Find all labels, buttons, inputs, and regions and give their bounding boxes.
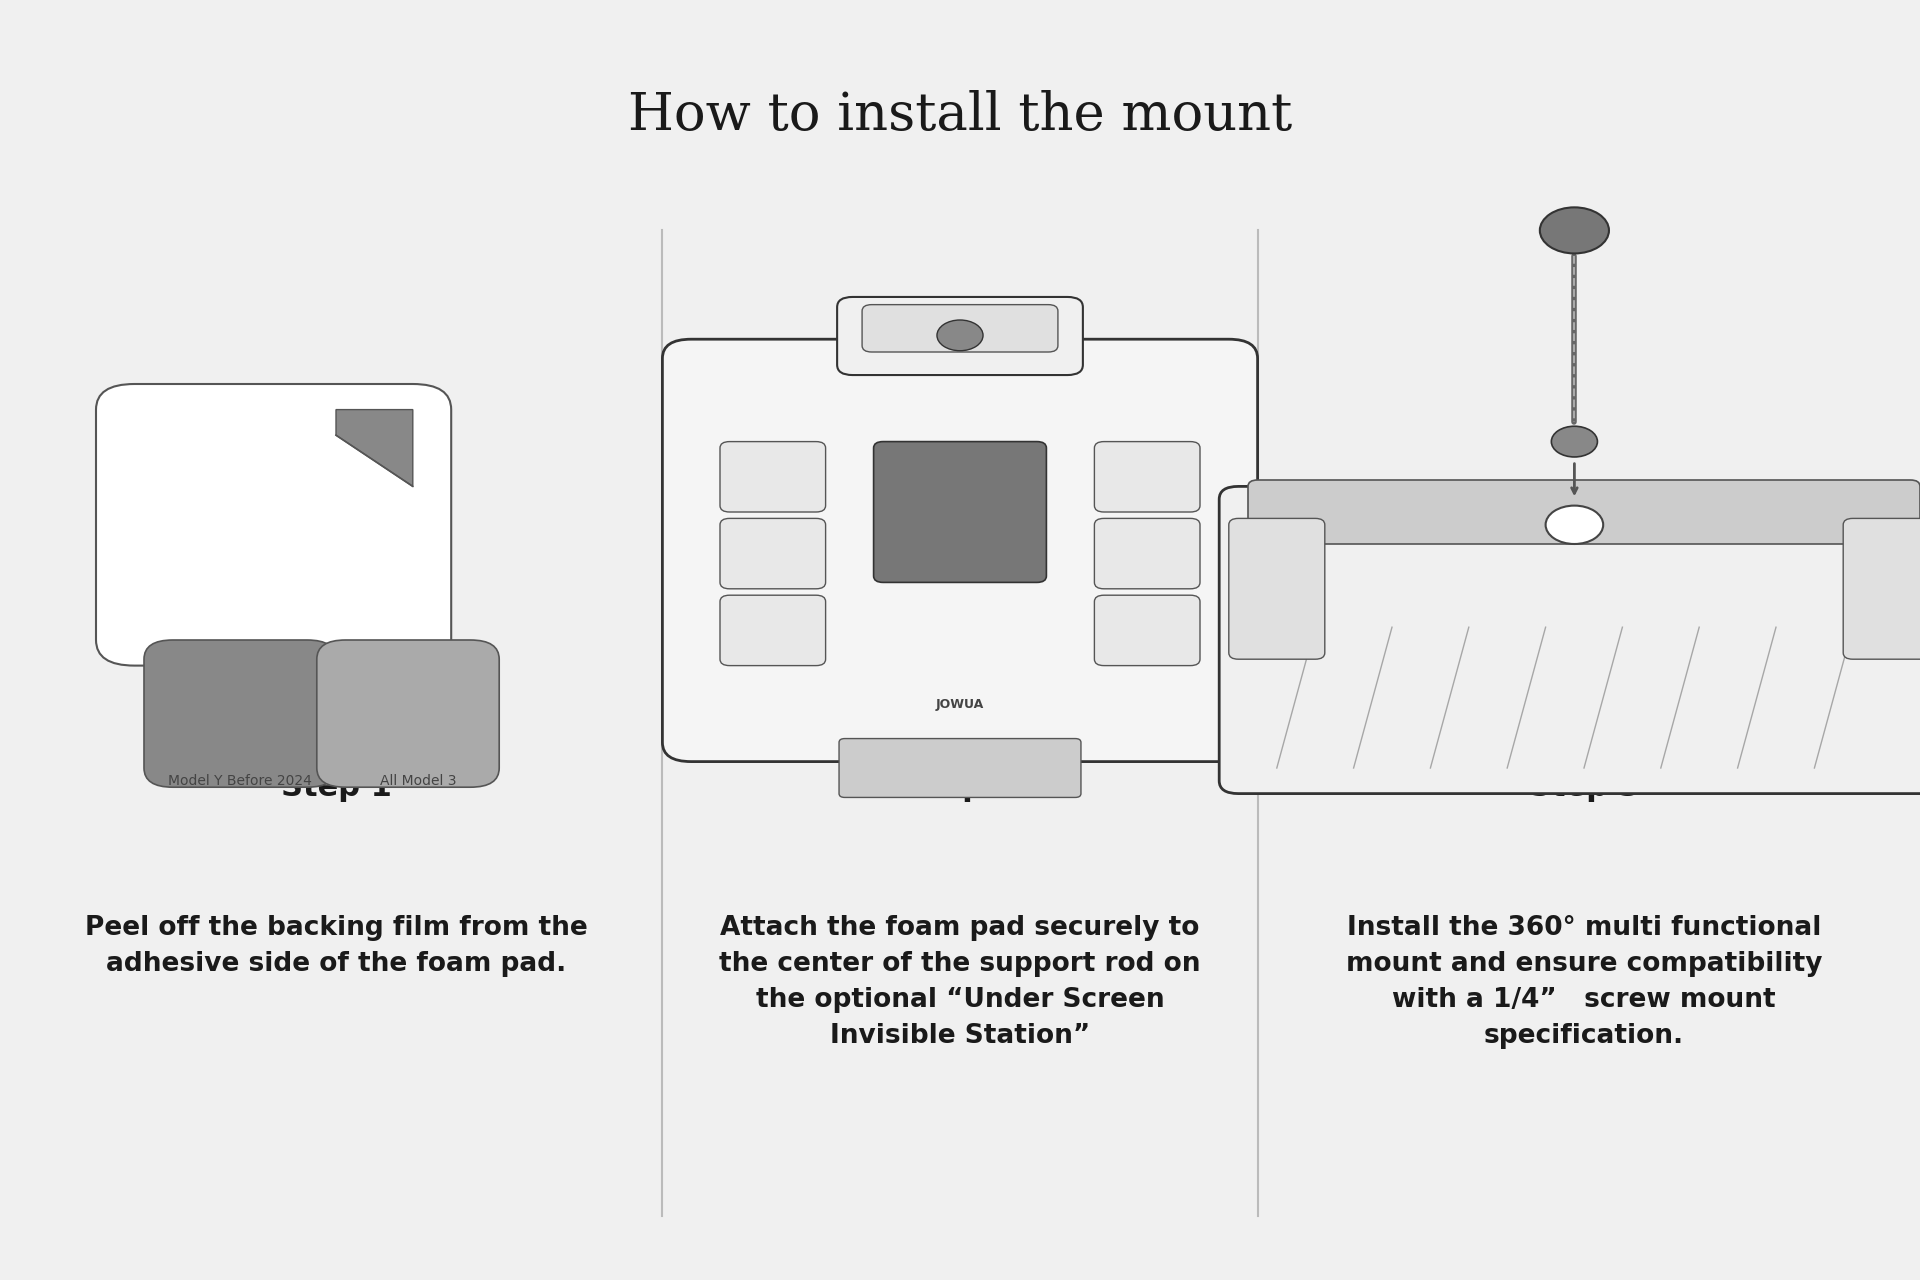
Text: Install the 360° multi functional
mount and ensure compatibility
with a 1/4”   s: Install the 360° multi functional mount … (1346, 915, 1822, 1050)
Text: Step 2: Step 2 (904, 773, 1016, 801)
FancyBboxPatch shape (1843, 518, 1920, 659)
Circle shape (1551, 426, 1597, 457)
Text: Peel off the backing film from the
adhesive side of the foam pad.: Peel off the backing film from the adhes… (84, 915, 588, 977)
Text: Model Y Before 2024: Model Y Before 2024 (169, 774, 311, 788)
FancyBboxPatch shape (1094, 595, 1200, 666)
FancyBboxPatch shape (839, 739, 1081, 797)
FancyBboxPatch shape (144, 640, 336, 787)
Text: Step 3: Step 3 (1528, 773, 1640, 801)
FancyBboxPatch shape (317, 640, 499, 787)
FancyBboxPatch shape (1094, 442, 1200, 512)
Text: JOWUA: JOWUA (935, 698, 985, 710)
FancyBboxPatch shape (837, 297, 1083, 375)
Text: How to install the mount: How to install the mount (628, 90, 1292, 141)
FancyBboxPatch shape (862, 305, 1058, 352)
FancyBboxPatch shape (96, 384, 451, 666)
FancyBboxPatch shape (720, 518, 826, 589)
Polygon shape (336, 410, 413, 486)
FancyBboxPatch shape (1229, 518, 1325, 659)
FancyBboxPatch shape (720, 442, 826, 512)
Text: Attach the foam pad securely to
the center of the support rod on
the optional “U: Attach the foam pad securely to the cent… (720, 915, 1200, 1050)
FancyBboxPatch shape (1219, 486, 1920, 794)
Text: Step 1: Step 1 (280, 773, 392, 801)
Circle shape (1540, 207, 1609, 253)
FancyBboxPatch shape (874, 442, 1046, 582)
Circle shape (1546, 506, 1603, 544)
FancyBboxPatch shape (720, 595, 826, 666)
Circle shape (937, 320, 983, 351)
FancyBboxPatch shape (662, 339, 1258, 762)
FancyBboxPatch shape (1094, 518, 1200, 589)
FancyBboxPatch shape (1248, 480, 1920, 544)
Text: All Model 3: All Model 3 (380, 774, 457, 788)
